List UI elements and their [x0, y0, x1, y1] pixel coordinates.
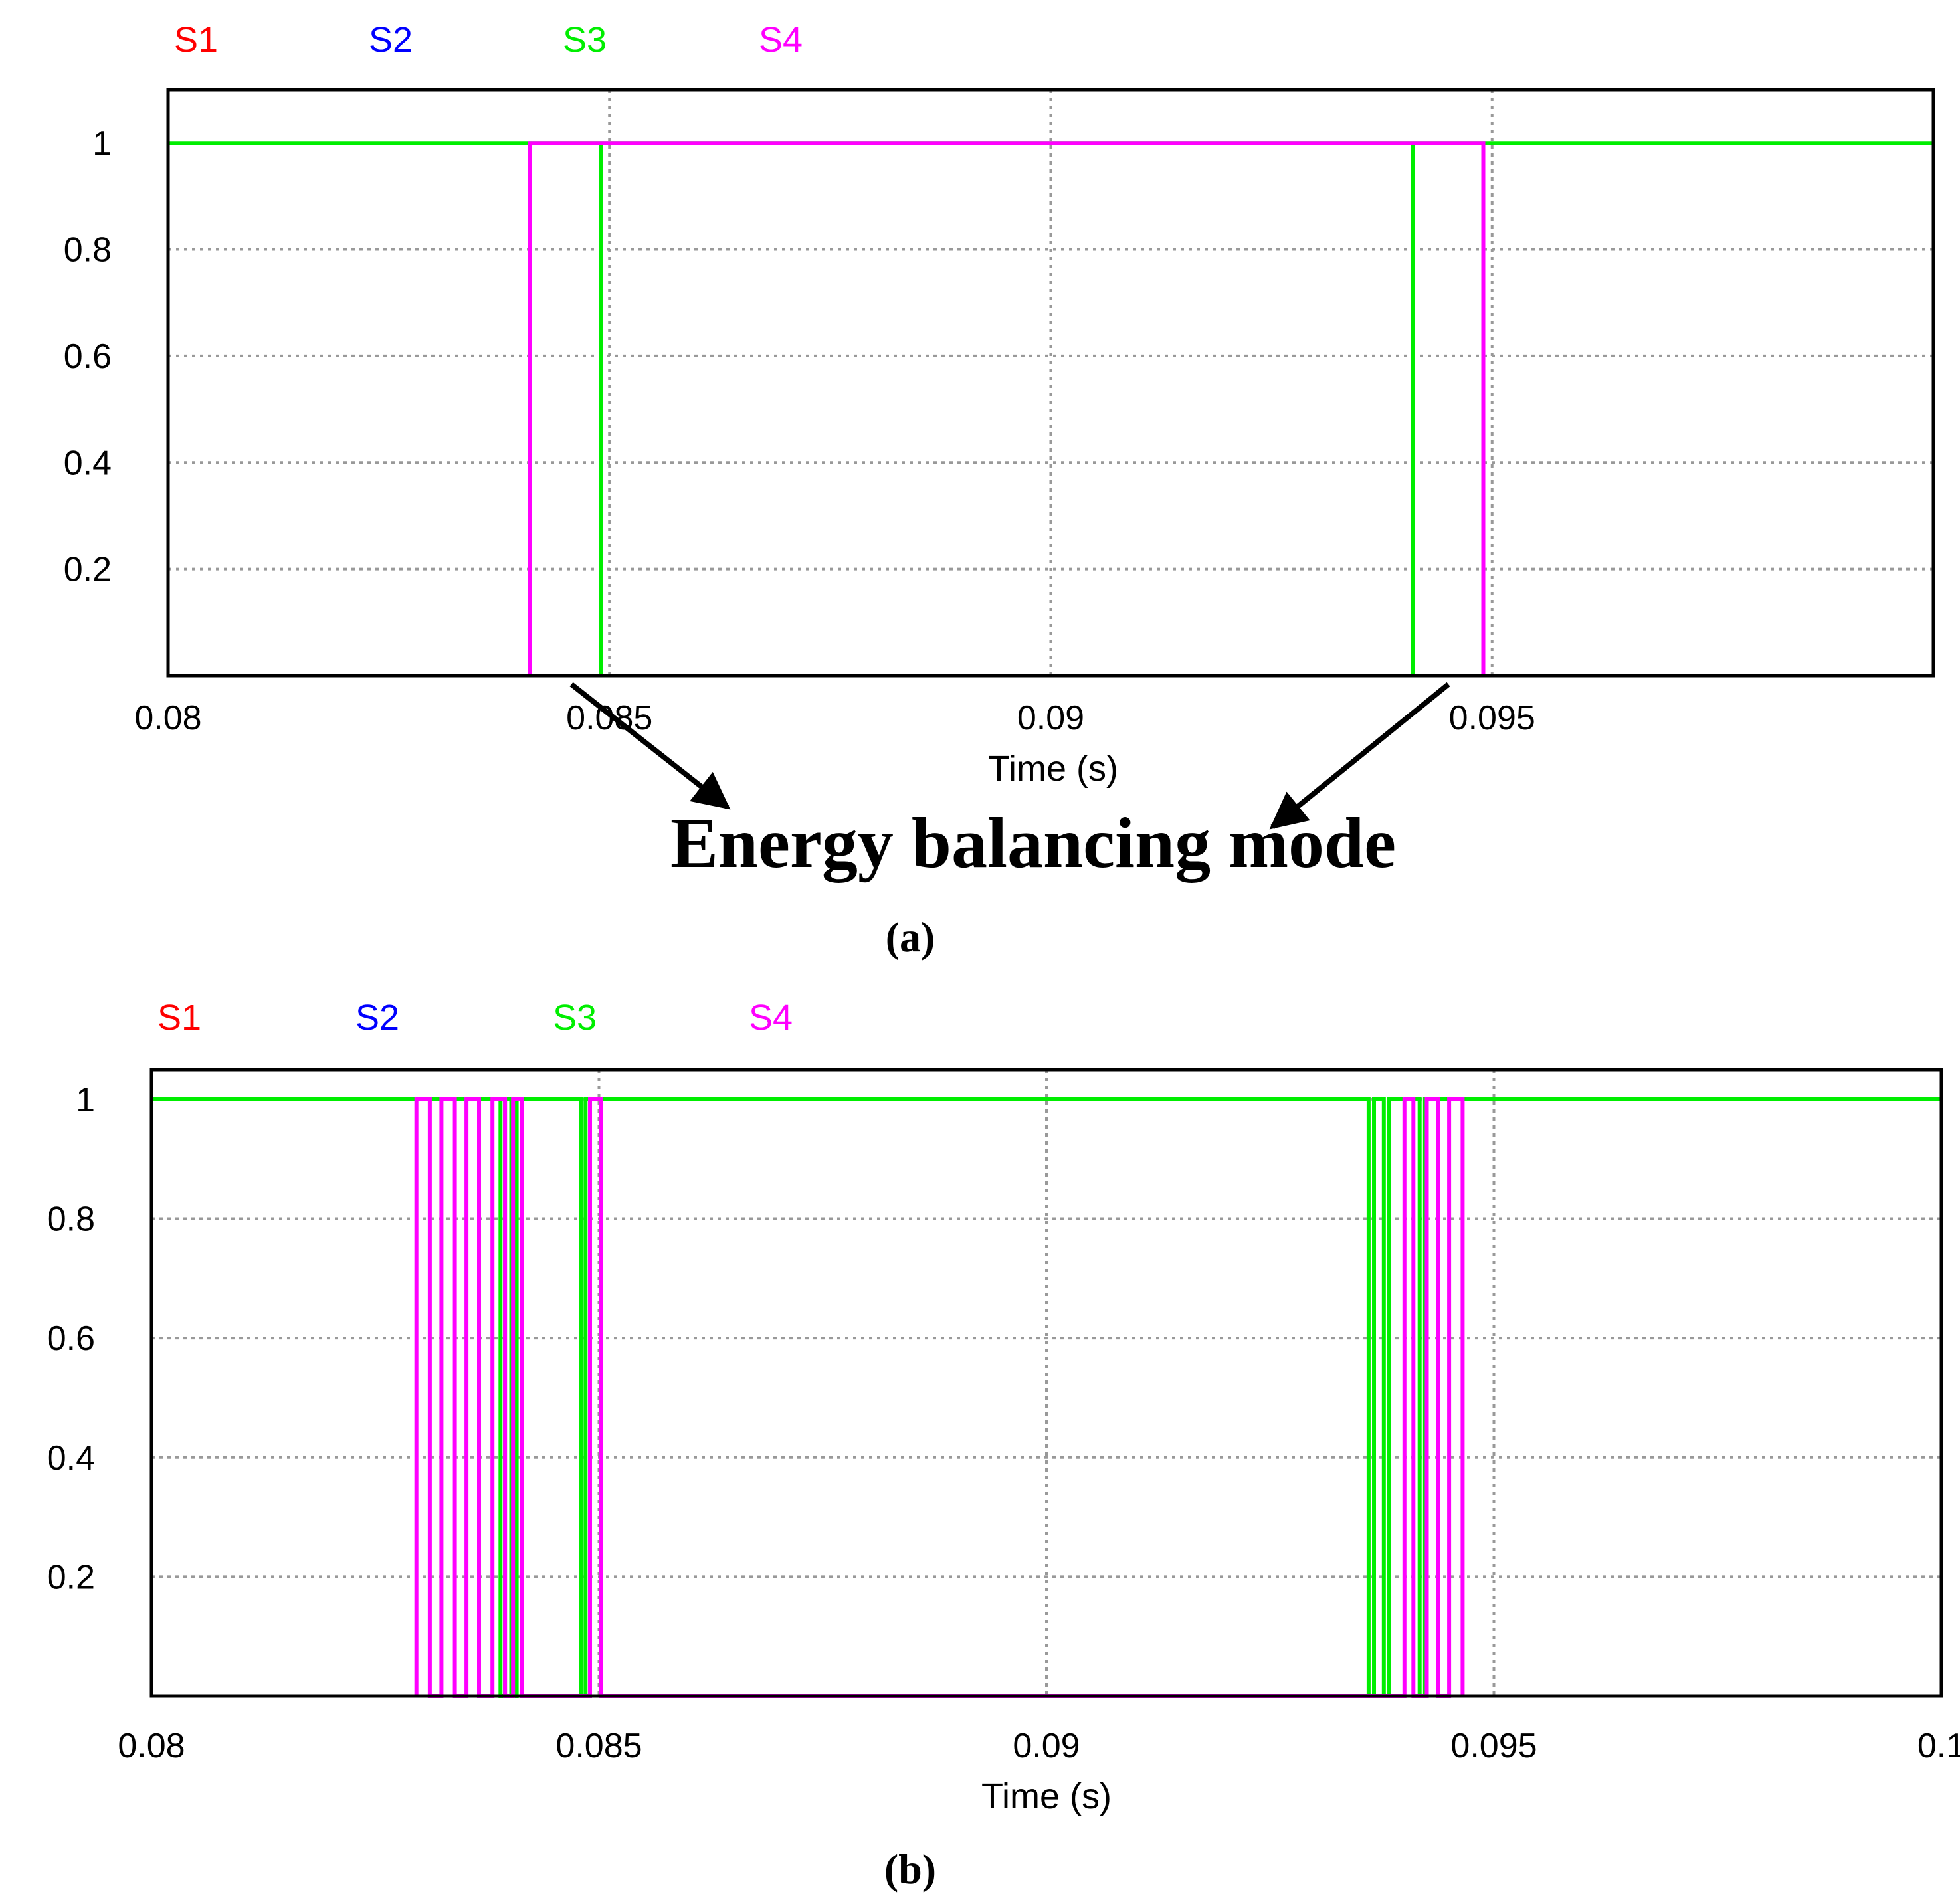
legend-entry-s1: S1: [174, 20, 218, 60]
x-axis-label: Time (s): [981, 1776, 1112, 1816]
y-tick-label: 0.6: [47, 1319, 95, 1358]
legend-entry-s3: S3: [553, 998, 597, 1038]
x-tick-label: 0.08: [134, 699, 201, 737]
x-axis-label: Time (s): [988, 749, 1118, 789]
chart-panel-a: 0.08 0.085 0.09 0.095 0.2 0.4 0.6 0.8 1 S1 S2 S3 S4 T…: [64, 20, 1935, 961]
series-line-s4: [414, 1097, 1465, 1698]
x-tick-label: 0.09: [1017, 699, 1084, 737]
legend-entry-s1: S1: [157, 998, 201, 1038]
legend-entry-s3: S3: [563, 20, 607, 60]
x-tick-label: 0.09: [1013, 1727, 1080, 1765]
legend-entry-s4: S4: [749, 998, 793, 1038]
legend-entry-s2: S2: [369, 20, 413, 60]
y-tick-label: 0.2: [47, 1558, 95, 1596]
x-tick-label: 0.08: [118, 1727, 185, 1765]
legend-entry-s2: S2: [355, 998, 399, 1038]
annotation-layer: Energy balancing mode: [569, 682, 1450, 883]
annotation-text: Energy balancing mode: [670, 804, 1396, 883]
chart-panel-b: 0.08 0.085 0.09 0.095 0.1 0.2 0.4 0.6 0.8 1 S1 S2 S3…: [47, 998, 1960, 1893]
x-tick-label: 0.085: [555, 1727, 642, 1765]
plot-frame: [166, 88, 1935, 678]
series-line-s4: [528, 141, 1486, 676]
annotation-arrow-left: [569, 682, 731, 810]
legend-entry-s4: S4: [759, 20, 803, 60]
x-tick-label: 0.1: [1917, 1727, 1960, 1765]
y-tick-label: 1: [76, 1081, 95, 1119]
y-tick-label: 0.8: [47, 1200, 95, 1239]
annotation-arrow-right: [1269, 682, 1450, 830]
y-tick-label: 0.4: [47, 1439, 95, 1477]
y-tick-label: 0.2: [64, 551, 112, 589]
x-tick-label: 0.095: [1449, 699, 1535, 737]
panel-caption: (b): [884, 1846, 936, 1893]
x-tick-label: 0.085: [566, 699, 652, 737]
plot-frame: [149, 1068, 1943, 1698]
x-tick-label: 0.095: [1450, 1727, 1537, 1765]
y-tick-label: 0.4: [64, 444, 112, 482]
y-tick-label: 1: [92, 124, 112, 163]
y-tick-label: 0.8: [64, 231, 112, 270]
y-tick-label: 0.6: [64, 337, 112, 376]
panel-caption: (a): [886, 913, 935, 961]
